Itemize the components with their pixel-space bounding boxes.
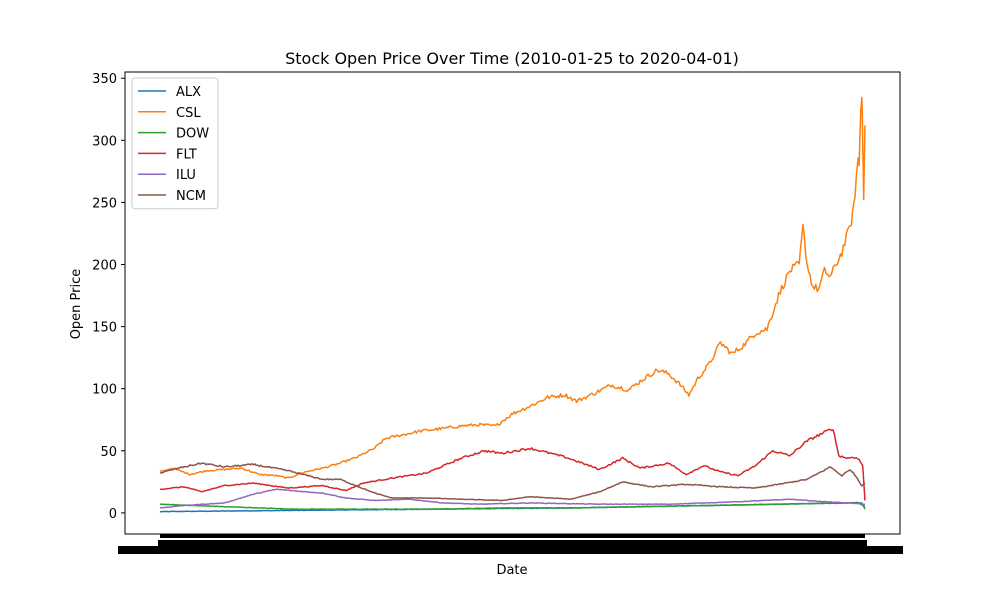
y-tick-label: 150 [92, 321, 117, 336]
series-line-dow [159, 501, 866, 511]
x-tick-marks [160, 534, 865, 538]
legend: ALX CSL DOW FLT ILU NCM [131, 77, 219, 210]
x-axis-label: Date [496, 563, 527, 578]
legend-label-alx: ALX [176, 85, 201, 100]
legend-label-ncm: NCM [176, 189, 206, 204]
y-tick-label: 250 [92, 196, 117, 211]
axes-layer: 0 50 100 150 200 250 300 350 [92, 71, 903, 554]
series-layer [159, 96, 866, 513]
x-tick-labels-overlap-lower [118, 546, 903, 554]
legend-box [131, 77, 219, 210]
y-tick-label: 100 [92, 383, 117, 398]
y-axis-label: Open Price [69, 269, 84, 340]
legend-label-flt: FLT [176, 147, 197, 162]
legend-label-ilu: ILU [176, 168, 196, 183]
x-tick-labels-overlap [158, 540, 867, 549]
legend-label-csl: CSL [176, 106, 201, 121]
chart-title: Stock Open Price Over Time (2010-01-25 t… [285, 49, 739, 68]
y-tick-label: 50 [100, 445, 117, 460]
series-line-flt [159, 428, 866, 501]
series-line-ncm [159, 462, 866, 502]
y-tick-label: 200 [92, 259, 117, 274]
y-tick-label: 350 [92, 72, 117, 87]
y-tick-label: 0 [109, 507, 117, 522]
legend-label-dow: DOW [176, 127, 209, 142]
y-tick-label: 300 [92, 134, 117, 149]
series-line-ilu [159, 488, 866, 509]
series-line-csl [159, 96, 866, 479]
